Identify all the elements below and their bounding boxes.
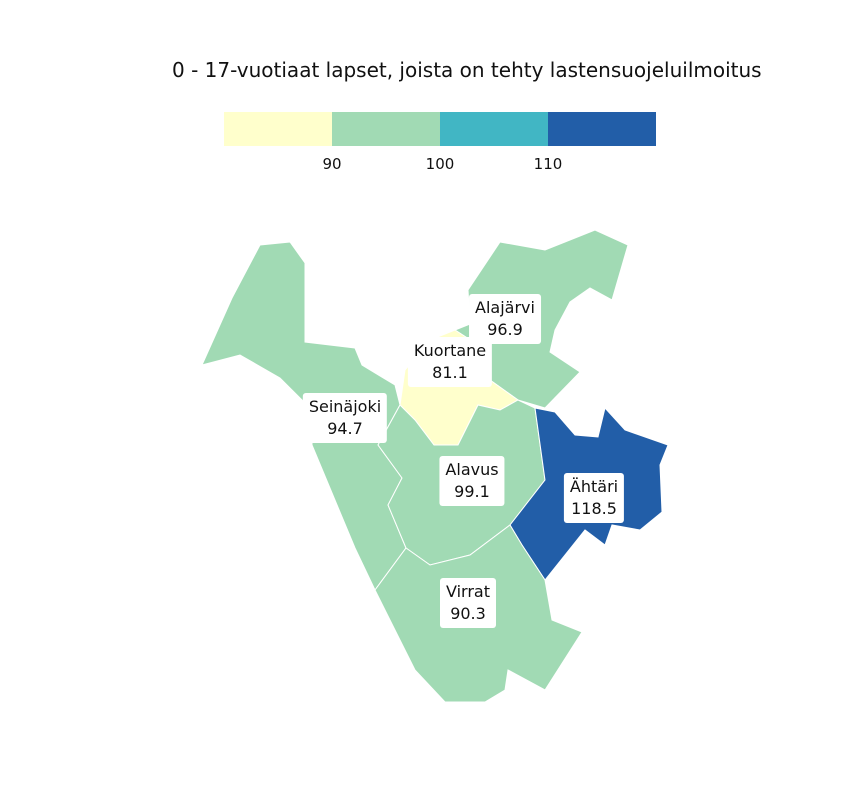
region-name: Seinäjoki (308, 397, 382, 416)
region-name: Ähtäri (569, 477, 619, 496)
region-value: 90.3 (450, 604, 486, 623)
region-label-ahtari: Ähtäri 118.5 (563, 473, 625, 523)
legend-tick-90: 90 (322, 155, 342, 173)
region-name: Virrat (446, 582, 490, 601)
legend-swatch-1 (224, 112, 332, 146)
region-value: 94.7 (327, 419, 363, 438)
region-label-kuortane: Kuortane 81.1 (407, 337, 493, 387)
region-label-seinajoki: Seinäjoki 94.7 (302, 393, 388, 443)
region-label-alajarvi: Alajärvi 96.9 (469, 294, 541, 344)
region-value: 118.5 (571, 499, 617, 518)
color-legend (224, 112, 656, 146)
region-value: 96.9 (487, 320, 523, 339)
legend-swatch-3 (440, 112, 548, 146)
region-value: 99.1 (454, 482, 490, 501)
region-name: Kuortane (413, 341, 487, 360)
legend-swatch-2 (332, 112, 440, 146)
legend-swatch-4 (548, 112, 656, 146)
region-alajarvi[interactable] (453, 229, 629, 409)
region-name: Alajärvi (475, 298, 535, 317)
region-label-virrat: Virrat 90.3 (440, 578, 496, 628)
region-name: Alavus (445, 460, 499, 479)
legend-tick-110: 110 (533, 155, 563, 173)
region-value: 81.1 (432, 363, 468, 382)
map-title: 0 - 17-vuotiaat lapset, joista on tehty … (172, 58, 762, 82)
legend-tick-100: 100 (425, 155, 455, 173)
region-label-alavus: Alavus 99.1 (439, 456, 505, 506)
